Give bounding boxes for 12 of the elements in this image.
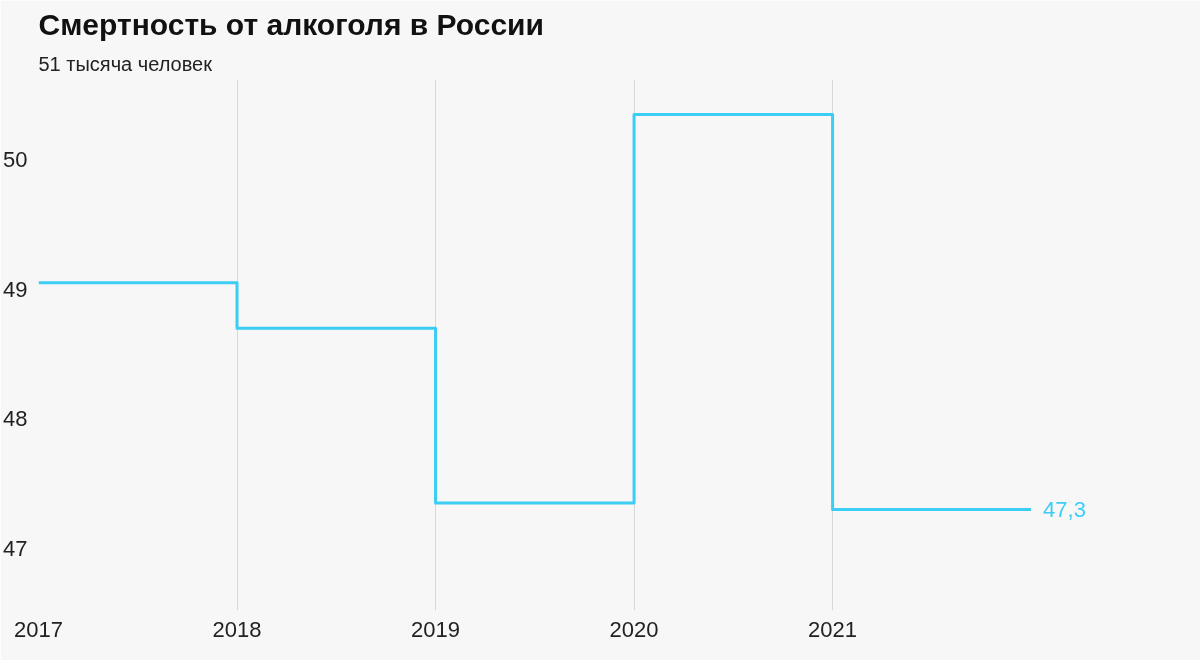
y-tick-label: 48 (3, 406, 28, 432)
data-label: 47,3 (1043, 496, 1086, 522)
y-tick-label: 50 (3, 147, 28, 173)
chart-subtitle: 51 тысяча человек (38, 52, 213, 75)
y-tick-label: 49 (3, 276, 28, 302)
x-tick-label: 2020 (609, 616, 659, 642)
x-tick-label: 2021 (808, 616, 858, 642)
x-tick-label: 2017 (14, 616, 63, 642)
x-tick-label: 2019 (411, 616, 461, 642)
y-tick-label: 47 (3, 535, 28, 561)
x-tick-label: 2018 (212, 616, 262, 642)
chart-title: Смертность от алкоголя в России (38, 7, 544, 41)
